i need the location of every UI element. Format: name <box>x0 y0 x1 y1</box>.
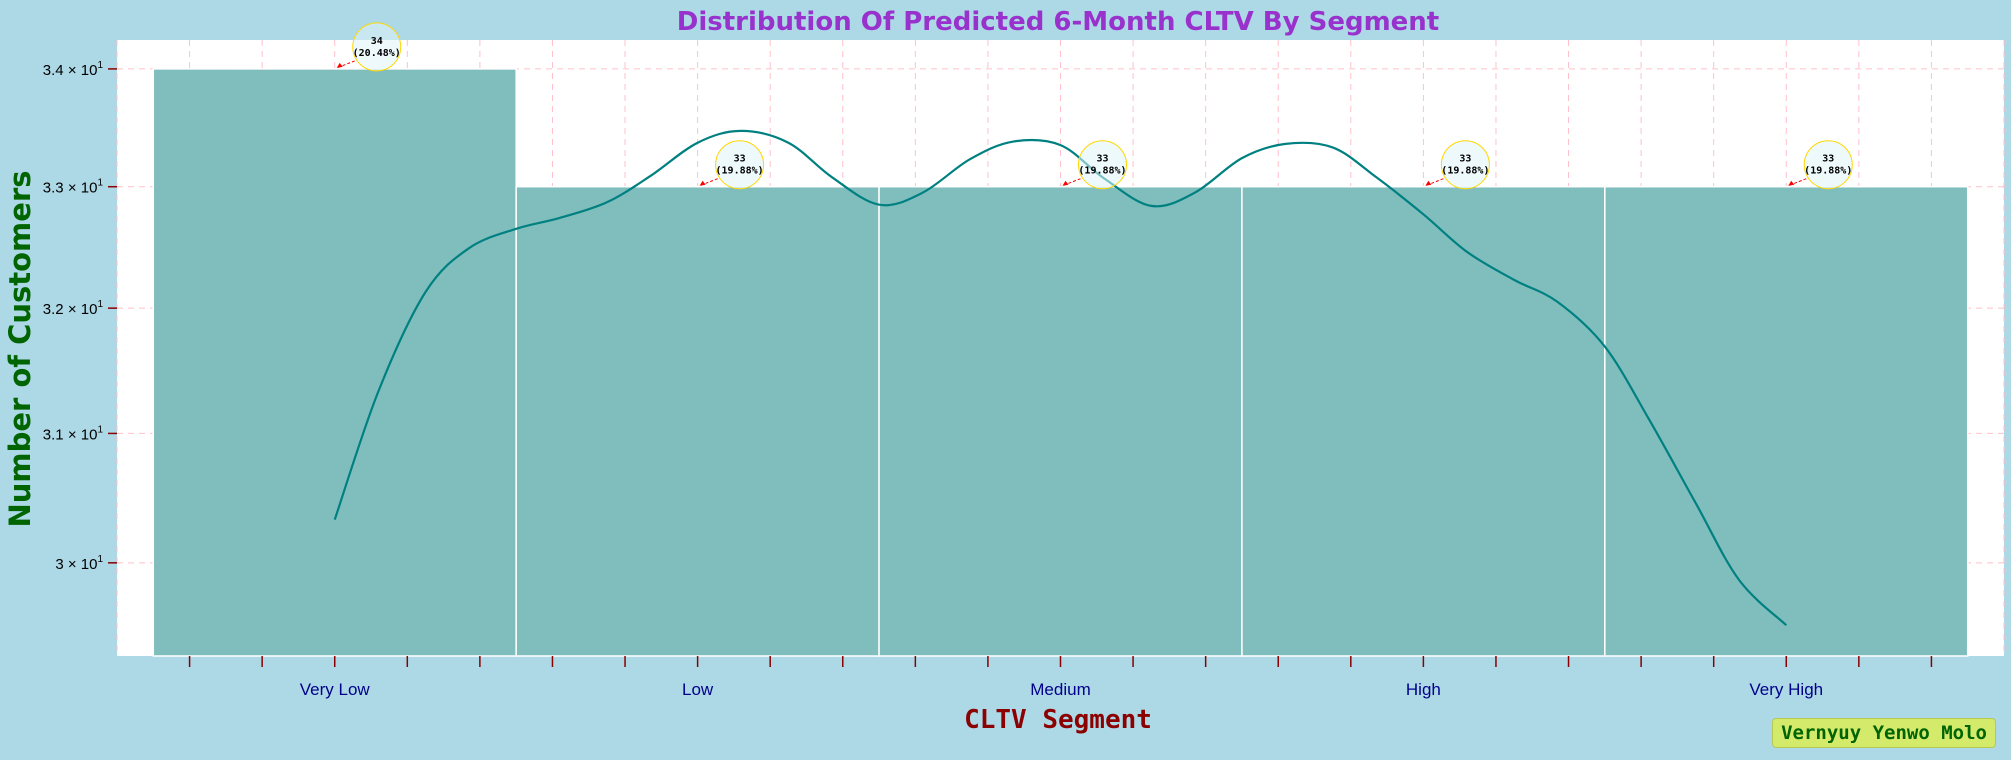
annotation-percentage: (19.88%) <box>1078 166 1126 177</box>
x-tick-label: Very Low <box>300 680 371 699</box>
y-tick-label: 3.2 × 101 <box>43 299 104 318</box>
y-tick-label: 3.1 × 101 <box>43 424 104 443</box>
annotation-arrowhead <box>1788 180 1795 186</box>
annotation-bubble <box>1078 140 1127 190</box>
bar-annotations: 34(20.48%)33(19.88%)33(19.88%)33(19.88%)… <box>336 22 1853 190</box>
annotation-count: 34 <box>371 36 383 47</box>
x-tick-label: Very High <box>1749 680 1823 699</box>
annotation-count: 33 <box>1096 154 1108 165</box>
annotation-bubble <box>1803 140 1853 190</box>
annotation-count: 33 <box>1822 154 1834 165</box>
y-axis-label: Number of Customers <box>3 170 37 527</box>
bars <box>152 68 1969 657</box>
annotation-bubble <box>1440 140 1490 190</box>
annotation-arrowhead <box>699 180 706 186</box>
y-tick-label: 3.3 × 101 <box>43 178 104 197</box>
annotation-percentage: (20.48%) <box>353 48 401 59</box>
axes: Very Low Low Medium High Very High 3 × 101 3.1… <box>43 60 1933 699</box>
annotation-count: 33 <box>734 154 746 165</box>
annotation-arrowhead <box>1425 180 1432 186</box>
annotation-bubble <box>352 22 402 72</box>
x-tick-label: Low <box>682 680 714 699</box>
bar <box>1241 185 1606 657</box>
annotation-percentage: (19.88%) <box>716 166 764 177</box>
annotation-arrowhead <box>336 62 343 68</box>
annotation-percentage: (19.88%) <box>1804 166 1852 177</box>
bar <box>152 68 517 657</box>
annotation-arrowhead <box>1062 180 1069 186</box>
bar <box>878 185 1243 657</box>
kde-curve-layer <box>333 129 1788 626</box>
annotation-bubble <box>715 140 765 190</box>
x-axis-label: CLTV Segment <box>964 705 1152 735</box>
bar <box>515 185 880 657</box>
x-tick-label: Medium <box>1030 680 1090 699</box>
bar <box>1604 185 1969 657</box>
watermark-badge: Vernyuy Yenwo Molo <box>1772 718 1996 748</box>
x-tick-label: High <box>1406 680 1441 699</box>
chart-title: Distribution Of Predicted 6-Month CLTV B… <box>677 7 1439 37</box>
y-tick-label: 3 × 101 <box>55 554 103 573</box>
y-tick-label: 3.4 × 101 <box>43 60 104 79</box>
kde-curve <box>333 129 1788 626</box>
annotation-count: 33 <box>1459 154 1471 165</box>
annotation-percentage: (19.88%) <box>1441 166 1489 177</box>
